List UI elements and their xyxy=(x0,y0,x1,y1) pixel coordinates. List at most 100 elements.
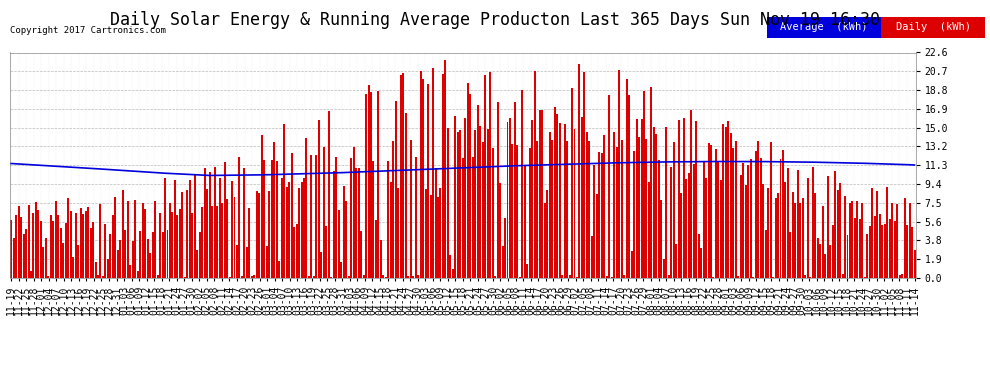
Bar xyxy=(814,194,816,278)
Bar xyxy=(894,221,896,278)
Bar xyxy=(856,201,858,278)
Bar xyxy=(749,159,751,278)
Bar xyxy=(789,232,791,278)
Bar xyxy=(537,141,539,278)
Bar xyxy=(648,182,650,278)
Bar xyxy=(352,147,354,278)
Bar xyxy=(164,178,166,278)
Bar xyxy=(229,277,231,278)
Bar xyxy=(733,148,735,278)
Bar xyxy=(782,150,784,278)
Bar xyxy=(830,244,832,278)
Bar xyxy=(234,198,236,278)
Bar xyxy=(546,190,548,278)
Bar xyxy=(255,190,257,278)
Bar xyxy=(842,274,843,278)
Bar xyxy=(323,147,325,278)
Bar xyxy=(827,176,829,278)
Bar xyxy=(777,192,779,278)
Bar xyxy=(417,275,419,278)
Bar xyxy=(846,235,848,278)
Bar xyxy=(787,168,789,278)
Bar xyxy=(866,234,868,278)
Bar xyxy=(524,165,526,278)
Bar xyxy=(673,142,675,278)
Bar xyxy=(15,215,17,278)
Bar xyxy=(705,178,707,278)
Bar xyxy=(698,234,700,278)
Bar xyxy=(738,276,740,278)
Bar xyxy=(578,64,580,278)
Bar xyxy=(683,118,685,278)
Bar xyxy=(169,202,171,278)
Bar xyxy=(464,118,466,278)
Bar xyxy=(665,127,667,278)
Bar xyxy=(655,134,657,278)
Bar xyxy=(492,148,494,278)
Bar xyxy=(375,220,377,278)
Bar xyxy=(79,208,81,278)
Bar xyxy=(606,276,608,278)
Bar xyxy=(723,124,725,278)
Bar xyxy=(311,155,313,278)
Bar xyxy=(663,259,665,278)
Bar xyxy=(636,120,638,278)
Bar xyxy=(135,200,137,278)
Bar xyxy=(112,215,114,278)
Bar xyxy=(125,230,127,278)
Bar xyxy=(244,168,246,278)
Bar xyxy=(504,218,506,278)
Bar xyxy=(573,129,575,278)
Bar xyxy=(824,254,827,278)
Bar xyxy=(176,215,178,278)
Bar xyxy=(690,110,692,278)
Bar xyxy=(819,244,821,278)
Bar xyxy=(542,110,544,278)
Bar xyxy=(851,201,853,278)
Bar xyxy=(539,110,541,278)
Bar xyxy=(10,220,12,278)
Bar xyxy=(117,250,119,278)
Bar xyxy=(703,162,705,278)
Bar xyxy=(430,195,432,278)
Bar xyxy=(685,179,687,278)
Bar xyxy=(616,147,618,278)
Bar xyxy=(678,120,680,278)
Bar xyxy=(432,68,434,278)
Bar xyxy=(774,198,776,278)
Bar xyxy=(660,200,662,278)
Bar xyxy=(372,161,374,278)
Bar xyxy=(618,70,620,278)
Bar xyxy=(298,188,300,278)
Bar xyxy=(688,173,690,278)
Bar xyxy=(581,117,583,278)
Bar xyxy=(797,170,799,278)
Bar xyxy=(764,231,766,278)
Bar xyxy=(730,133,732,278)
Bar xyxy=(446,128,448,278)
Bar xyxy=(30,271,32,278)
Bar xyxy=(184,277,186,278)
Bar xyxy=(757,141,759,278)
Bar xyxy=(186,189,188,278)
Bar xyxy=(67,198,69,278)
Bar xyxy=(38,210,40,278)
Bar xyxy=(638,137,640,278)
Bar xyxy=(653,127,655,278)
Bar xyxy=(889,219,891,278)
Bar xyxy=(328,111,330,278)
Bar xyxy=(161,232,163,278)
Bar xyxy=(350,158,352,278)
Bar xyxy=(583,72,585,278)
Bar xyxy=(517,145,519,278)
Bar xyxy=(154,201,156,278)
Bar xyxy=(395,101,397,278)
Bar xyxy=(286,187,288,278)
Bar xyxy=(382,275,384,278)
Bar xyxy=(365,94,367,278)
Bar xyxy=(132,241,134,278)
Bar xyxy=(586,132,588,278)
Bar xyxy=(762,184,764,278)
Bar xyxy=(191,213,193,278)
Bar xyxy=(876,190,878,278)
